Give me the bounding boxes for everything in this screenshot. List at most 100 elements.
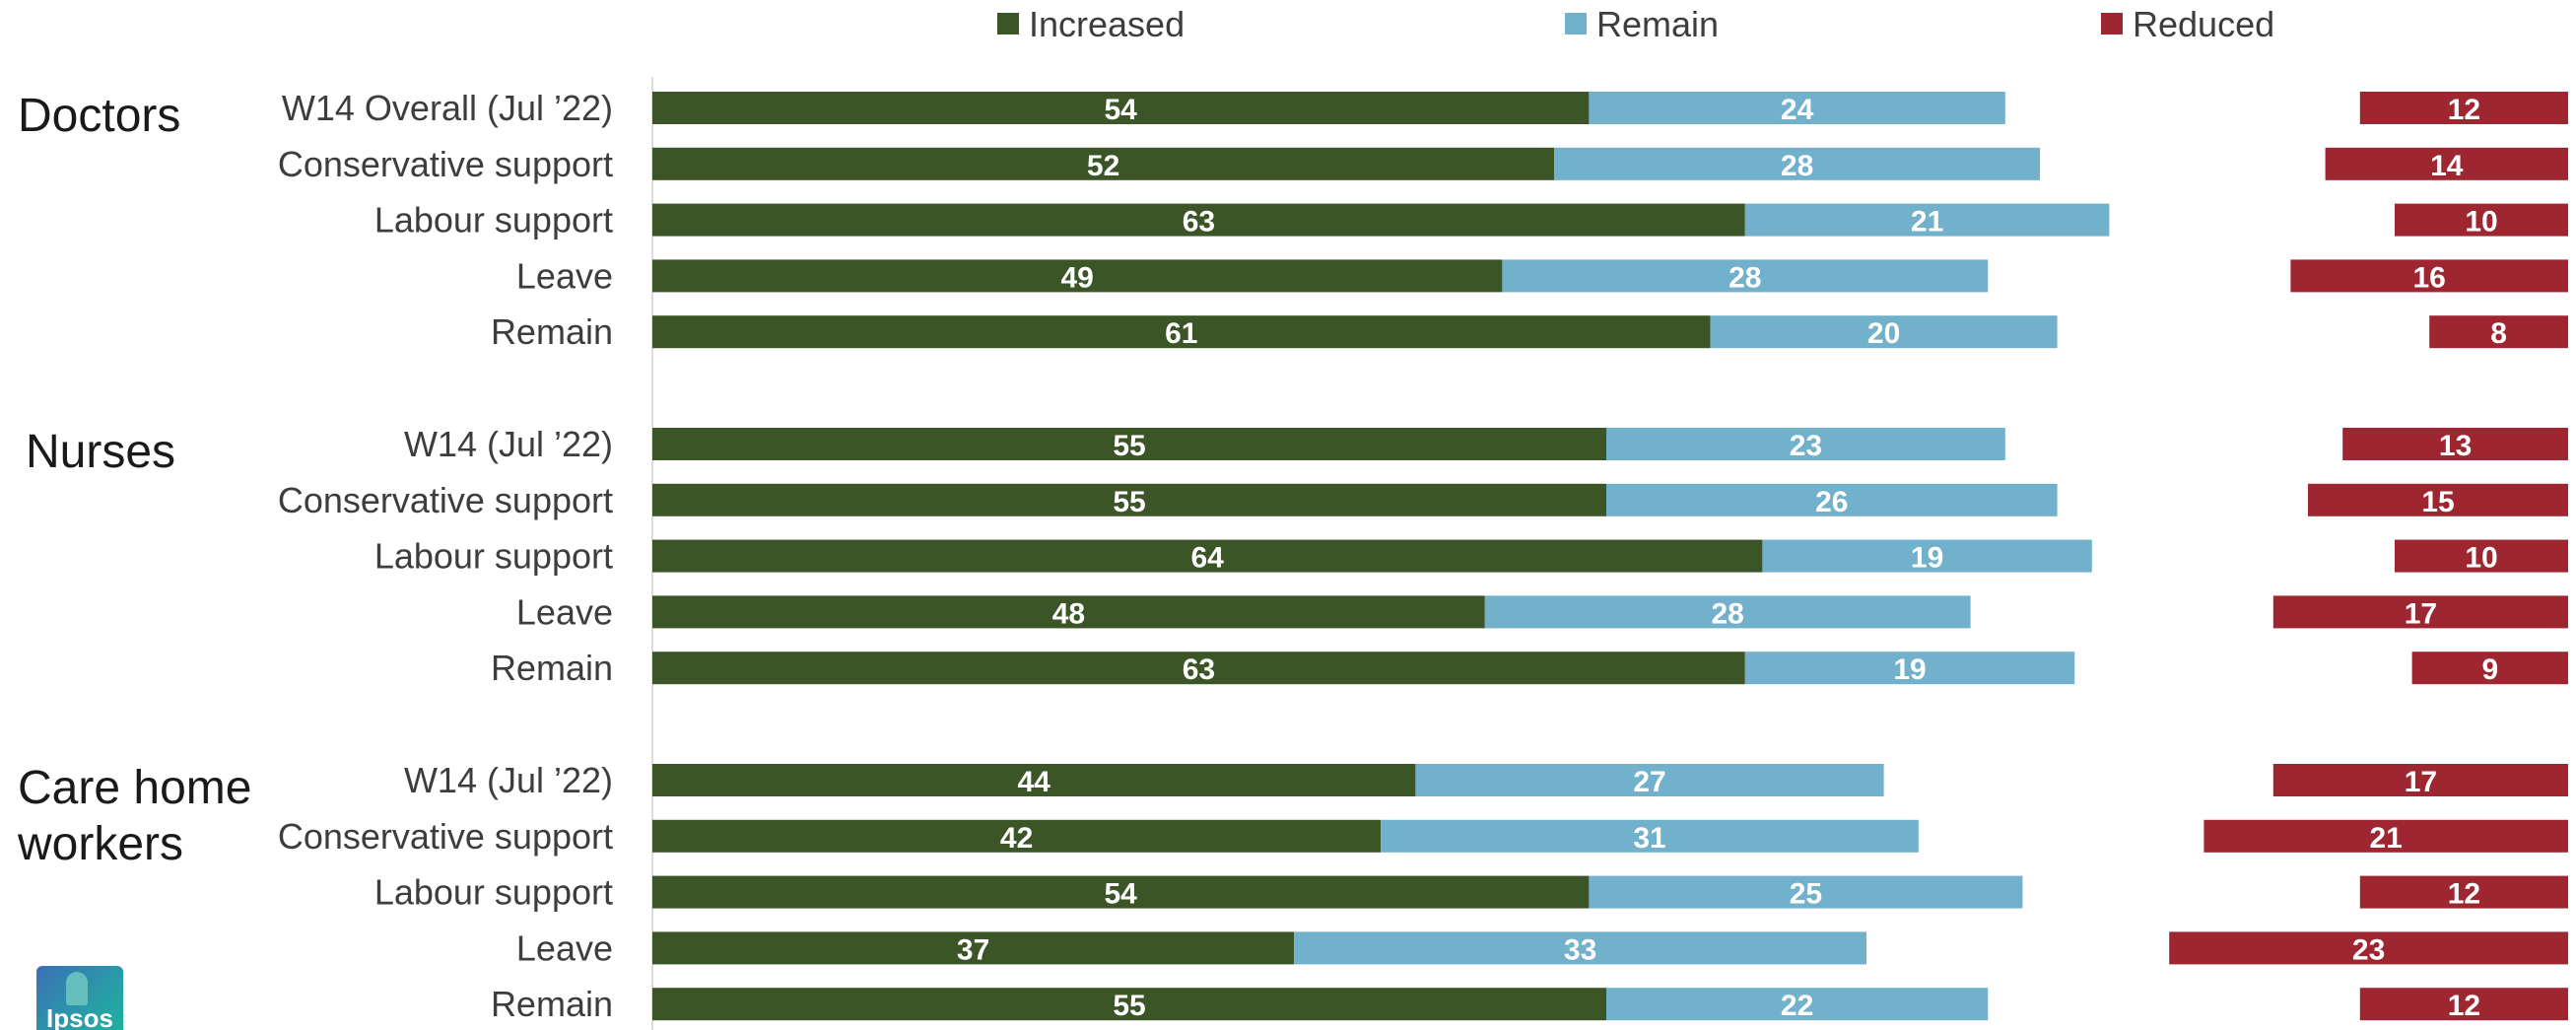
value-label-remain: 24 — [1781, 94, 1814, 126]
bar-remain — [1381, 819, 1919, 853]
value-label-increased: 37 — [957, 933, 989, 966]
value-label-remain: 25 — [1790, 878, 1822, 911]
category-label: Remain — [491, 984, 613, 1024]
value-label-reduced: 21 — [2370, 822, 2403, 855]
bar-remain — [1606, 428, 2005, 460]
category-label: Labour support — [374, 536, 613, 577]
value-label-remain: 26 — [1815, 486, 1848, 518]
bar-reduced — [2411, 652, 2568, 685]
bar-increased — [652, 203, 1745, 237]
bar-increased — [652, 428, 1606, 460]
bar-reduced — [2359, 875, 2568, 909]
value-label-reduced: 9 — [2481, 653, 2498, 686]
bar-increased — [652, 315, 1711, 349]
value-label-reduced: 12 — [2448, 94, 2480, 126]
legend-label-remain: Remain — [1596, 4, 1719, 44]
value-label-increased: 55 — [1113, 990, 1145, 1022]
category-label: Labour support — [374, 872, 613, 913]
logo-text: Ipsos — [46, 1003, 113, 1030]
legend-label-reduced: Reduced — [2133, 4, 2274, 44]
value-label-increased: 52 — [1087, 150, 1119, 182]
bar-reduced — [2395, 203, 2568, 237]
logo-mark-icon — [66, 972, 88, 1005]
bar-remain — [1502, 259, 1989, 293]
bar-remain — [1762, 539, 2092, 573]
value-label-increased: 55 — [1113, 486, 1145, 518]
bar-increased — [652, 92, 1590, 124]
value-label-reduced: 15 — [2421, 486, 2454, 518]
category-label: Leave — [516, 591, 613, 632]
value-label-increased: 54 — [1105, 878, 1138, 911]
bar-remain — [1554, 147, 2040, 180]
value-label-remain: 20 — [1867, 317, 1900, 350]
category-label: Remain — [491, 311, 613, 352]
value-label-increased: 44 — [1018, 766, 1051, 798]
bar-increased — [652, 595, 1485, 629]
bar-remain — [1294, 931, 1866, 965]
bar-increased — [652, 259, 1503, 293]
value-label-remain: 21 — [1911, 206, 1943, 239]
bar-reduced — [2342, 428, 2568, 460]
bar-increased — [652, 652, 1745, 685]
bar-remain — [1744, 652, 2075, 685]
value-label-increased: 54 — [1105, 94, 1138, 126]
bar-reduced — [2290, 259, 2568, 293]
bar-reduced — [2325, 147, 2568, 180]
category-label: Leave — [516, 927, 613, 968]
category-label: W14 Overall (Jul ’22) — [282, 88, 613, 128]
value-label-increased: 63 — [1183, 206, 1215, 239]
value-label-reduced: 17 — [2405, 766, 2437, 798]
bar-reduced — [2395, 539, 2568, 573]
value-label-increased: 61 — [1165, 317, 1197, 350]
category-label: Remain — [491, 648, 613, 688]
value-label-remain: 28 — [1729, 261, 1761, 294]
legend-swatch-reduced — [2101, 13, 2123, 34]
bar-reduced — [2429, 315, 2568, 349]
bar-remain — [1744, 203, 2110, 237]
group-label: Care home — [18, 762, 251, 814]
bar-reduced — [2308, 483, 2568, 516]
value-label-reduced: 10 — [2465, 206, 2497, 239]
value-label-reduced: 12 — [2448, 878, 2480, 911]
value-label-increased: 64 — [1191, 542, 1225, 575]
category-label: Conservative support — [278, 480, 613, 520]
value-label-increased: 55 — [1113, 430, 1145, 462]
bar-remain — [1484, 595, 1971, 629]
category-label: Conservative support — [278, 144, 613, 184]
value-label-reduced: 13 — [2439, 430, 2472, 462]
bar-reduced — [2359, 92, 2568, 124]
value-label-reduced: 14 — [2430, 150, 2464, 182]
value-label-remain: 33 — [1564, 933, 1596, 966]
bar-remain — [1606, 483, 2058, 516]
value-label-reduced: 12 — [2448, 990, 2480, 1022]
bar-remain — [1710, 315, 2058, 349]
legend-swatch-remain — [1565, 13, 1587, 34]
category-label: Conservative support — [278, 816, 613, 857]
bar-increased — [652, 539, 1763, 573]
bar-increased — [652, 819, 1382, 853]
value-label-increased: 49 — [1061, 261, 1094, 294]
group-label: workers — [17, 818, 183, 870]
value-label-remain: 22 — [1781, 990, 1813, 1022]
bar-increased — [652, 147, 1555, 180]
bar-reduced — [2359, 988, 2568, 1021]
value-label-remain: 31 — [1633, 822, 1665, 855]
value-label-increased: 48 — [1052, 597, 1085, 630]
bar-reduced — [2169, 931, 2568, 965]
bar-reduced — [2272, 764, 2568, 796]
category-label: Labour support — [374, 200, 613, 240]
ipsos-logo: Ipsos — [36, 966, 123, 1030]
value-label-reduced: 8 — [2490, 317, 2507, 350]
bar-remain — [1589, 875, 2023, 909]
bar-increased — [652, 764, 1416, 796]
bar-reduced — [2203, 819, 2568, 853]
legend-label-increased: Increased — [1029, 4, 1185, 44]
value-label-reduced: 16 — [2413, 261, 2446, 294]
category-label: Leave — [516, 255, 613, 296]
bar-reduced — [2272, 595, 2568, 629]
value-label-remain: 19 — [1911, 542, 1943, 575]
value-label-remain: 27 — [1633, 766, 1665, 798]
value-label-increased: 42 — [1000, 822, 1033, 855]
bar-remain — [1589, 92, 2005, 124]
group-label: Nurses — [26, 426, 175, 478]
